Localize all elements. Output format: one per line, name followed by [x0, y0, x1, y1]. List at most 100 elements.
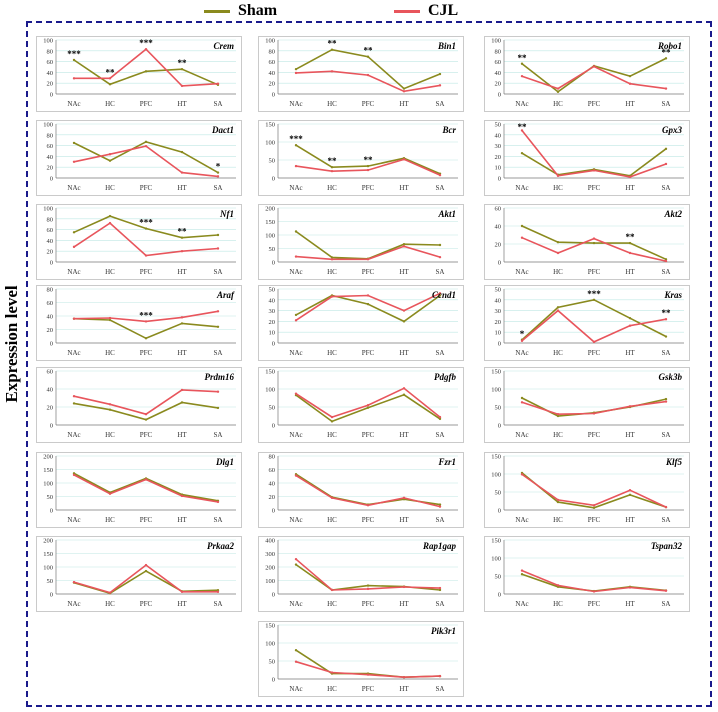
data-point-cjl [520, 569, 524, 572]
x-tick-label: HC [553, 184, 563, 192]
y-tick-label: 0 [272, 176, 275, 183]
data-point-sham [402, 87, 406, 90]
y-tick-label: 50 [269, 659, 276, 666]
data-point-sham [330, 256, 334, 259]
chart-title: Kras [663, 290, 682, 300]
data-point-sham [180, 322, 184, 325]
data-point-sham [294, 649, 298, 652]
data-point-sham [144, 227, 148, 230]
y-tick-label: 100 [43, 38, 53, 45]
data-point-cjl [366, 587, 370, 591]
panel-border [36, 367, 242, 443]
data-point-cjl [330, 70, 334, 73]
x-tick-label: NAc [67, 349, 80, 357]
x-tick-label: SA [436, 100, 445, 108]
data-point-cjl [628, 175, 632, 179]
significance-marker: ** [626, 232, 636, 242]
data-point-sham [366, 164, 370, 168]
significance-marker: * [216, 162, 221, 172]
panel-border [484, 36, 690, 112]
data-point-sham [294, 563, 298, 566]
y-tick-label: 50 [495, 490, 502, 497]
y-tick-label: 0 [50, 508, 53, 515]
y-tick-label: 100 [265, 140, 275, 147]
y-tick-label: 0 [50, 592, 53, 599]
data-point-cjl [402, 90, 406, 93]
y-tick-label: 100 [265, 38, 275, 45]
chart-title: Dact1 [211, 125, 234, 135]
data-point-sham [520, 224, 524, 228]
y-tick-label: 20 [495, 319, 502, 326]
data-point-cjl [556, 498, 560, 502]
x-tick-label: SA [436, 685, 445, 693]
data-point-cjl [628, 405, 632, 408]
x-tick-label: SA [436, 431, 445, 439]
legend-swatch-sham [204, 9, 230, 13]
y-tick-label: 0 [50, 341, 53, 348]
data-point-cjl [366, 294, 370, 297]
data-point-cjl [592, 590, 596, 593]
y-tick-label: 20 [495, 154, 502, 161]
data-point-sham [72, 402, 76, 405]
y-tick-label: 20 [47, 327, 54, 334]
data-point-sham [180, 401, 184, 404]
x-tick-label: PFC [362, 184, 375, 192]
data-point-sham [294, 230, 298, 233]
data-point-sham [556, 500, 560, 504]
x-tick-label: HC [327, 268, 337, 276]
significance-marker: ** [178, 58, 188, 68]
significance-marker: *** [139, 310, 153, 320]
x-tick-label: SA [436, 349, 445, 357]
x-tick-label: HC [553, 349, 563, 357]
data-point-cjl [144, 478, 148, 481]
data-point-sham [438, 243, 442, 247]
y-tick-label: 0 [498, 592, 501, 599]
y-tick-label: 40 [47, 238, 54, 245]
x-tick-label: HT [625, 349, 635, 357]
x-tick-label: PFC [140, 431, 153, 439]
y-tick-label: 40 [47, 154, 54, 161]
chart-title: Gpx3 [662, 125, 682, 135]
x-tick-label: PFC [362, 516, 375, 524]
data-point-sham [366, 302, 370, 306]
y-tick-label: 100 [43, 122, 53, 129]
significance-marker: ** [364, 46, 374, 56]
y-tick-label: 20 [47, 81, 54, 88]
data-point-cjl [592, 65, 596, 68]
x-tick-label: NAc [515, 268, 528, 276]
data-point-cjl [402, 309, 406, 312]
y-tick-label: 100 [491, 556, 501, 563]
y-tick-label: 40 [495, 132, 502, 139]
y-tick-label: 150 [265, 219, 275, 226]
significance-marker: *** [289, 134, 303, 144]
data-point-sham [628, 493, 632, 497]
panel-border [484, 120, 690, 196]
data-point-cjl [144, 413, 148, 416]
x-tick-label: HC [105, 268, 115, 276]
data-point-sham [180, 150, 184, 154]
x-tick-label: HC [105, 431, 115, 439]
data-point-cjl [72, 77, 76, 80]
data-point-sham [108, 318, 112, 322]
legend-label-cjl: CJL [428, 2, 459, 19]
x-tick-label: HC [105, 600, 115, 608]
data-point-cjl [438, 674, 442, 678]
data-point-cjl [180, 316, 184, 319]
significance-marker: ** [328, 156, 338, 166]
panel-border [258, 621, 464, 697]
significance-marker: ** [662, 47, 672, 57]
data-point-cjl [664, 87, 668, 90]
x-tick-label: NAc [289, 600, 302, 608]
x-tick-label: SA [662, 100, 671, 108]
y-tick-label: 150 [43, 467, 53, 474]
data-point-sham [438, 417, 442, 421]
x-tick-label: PFC [588, 184, 601, 192]
x-tick-label: HT [399, 685, 409, 693]
chart-title: Fzr1 [437, 457, 456, 467]
y-tick-label: 0 [498, 423, 501, 430]
data-point-sham [402, 242, 406, 246]
y-tick-label: 80 [269, 48, 276, 55]
chart-araf: 0 20 40 60 80 NAc HC PFC HT SA Araf *** [36, 285, 242, 361]
